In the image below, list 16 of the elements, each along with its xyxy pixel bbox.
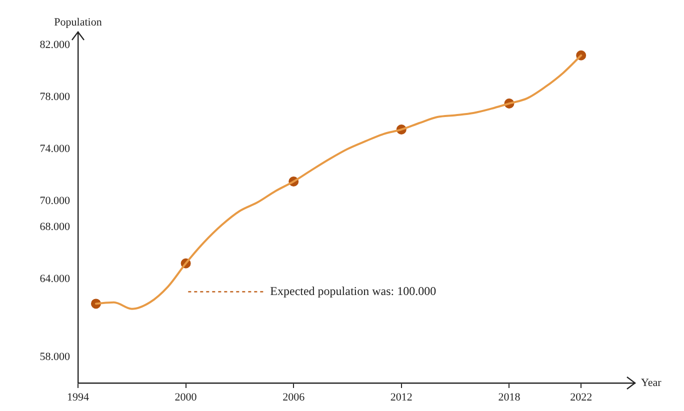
x-tick-label: 1994 [67, 391, 90, 404]
x-tick-label: 2022 [570, 391, 592, 404]
y-tick-label: 82.000 [40, 38, 70, 51]
y-tick-label: 70.000 [40, 194, 70, 207]
y-axis-title: Population [54, 16, 102, 28]
x-tick-label: 2006 [282, 391, 306, 404]
x-axis-title: Year [641, 376, 662, 389]
y-tick-label: 78.000 [40, 90, 70, 103]
y-tick-label: 64.000 [40, 272, 70, 285]
y-tick-label: 74.000 [40, 142, 70, 155]
x-tick-label: 2018 [498, 391, 521, 404]
x-tick-label: 2000 [174, 391, 198, 404]
x-tick-label: 2012 [390, 391, 412, 404]
y-tick-label: 68.000 [40, 220, 70, 233]
annotation: Expected population was: 100.000 [270, 284, 436, 298]
y-tick-label: 58.000 [40, 350, 70, 363]
